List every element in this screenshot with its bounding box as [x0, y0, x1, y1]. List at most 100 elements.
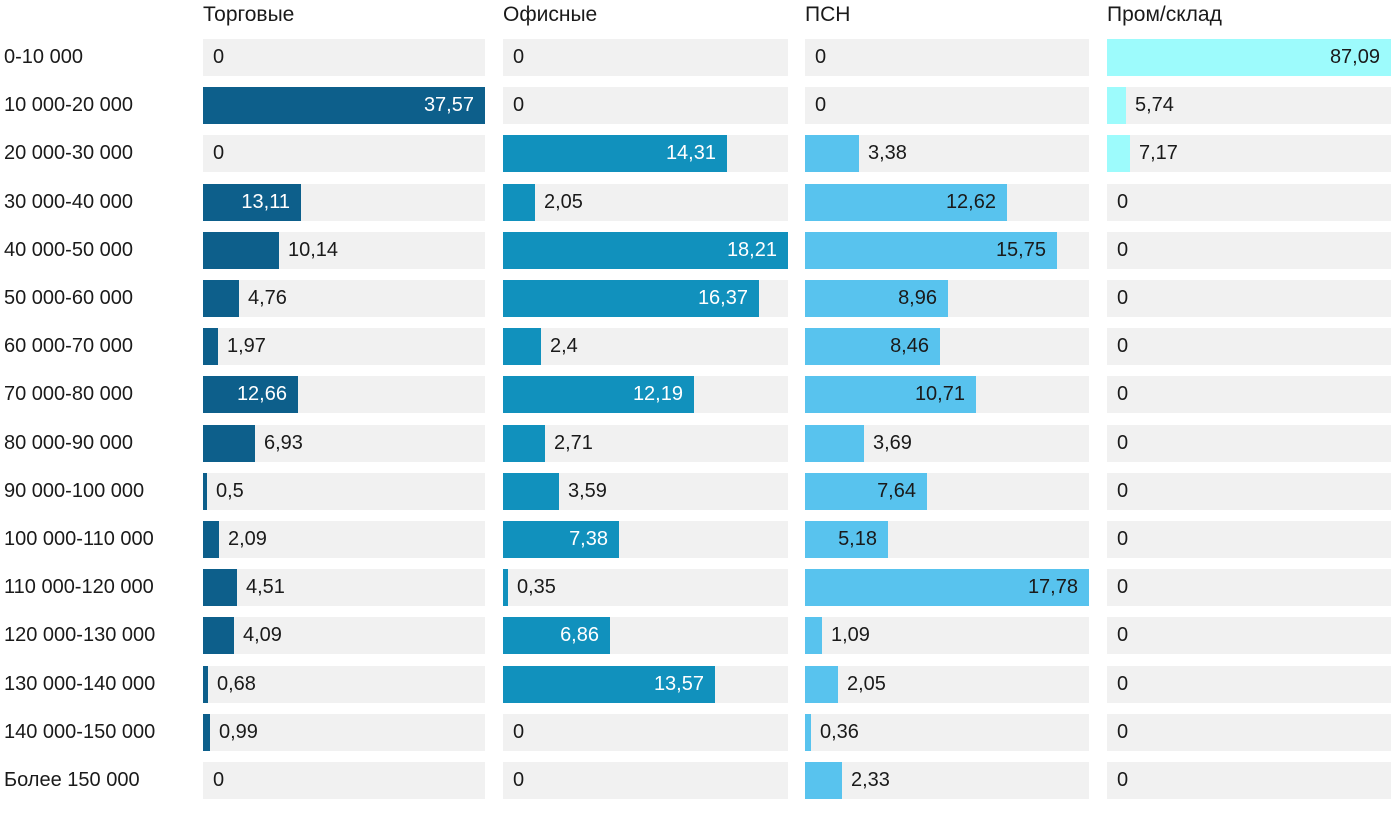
bar	[805, 135, 859, 172]
bar-track: 13,57	[503, 666, 788, 703]
value-label: 0	[1117, 191, 1129, 213]
bar	[203, 184, 301, 221]
category-label: 120 000-130 000	[4, 624, 156, 646]
bar-track: 12,66	[203, 376, 485, 413]
bar	[805, 425, 864, 462]
bar	[503, 617, 610, 654]
bar-track: 4,76	[203, 280, 485, 317]
bar	[805, 328, 940, 365]
value-label: 4,51	[246, 576, 285, 598]
category-label: Более 150 000	[4, 769, 140, 791]
value-label: 0,36	[820, 721, 859, 743]
value-label: 0	[513, 769, 525, 791]
bar-track: 18,21	[503, 232, 788, 269]
bar-track: 0,36	[805, 714, 1089, 751]
bar-track: 6,93	[203, 425, 485, 462]
bar-track: 12,62	[805, 184, 1089, 221]
bar	[1107, 39, 1391, 76]
value-label: 3,59	[568, 480, 607, 502]
value-label: 0	[815, 94, 827, 116]
value-label: 0	[1117, 383, 1129, 405]
bar-track: 1,09	[805, 617, 1089, 654]
bar-track: 5,74	[1107, 87, 1391, 124]
bar	[805, 376, 976, 413]
value-label: 18,21	[726, 239, 777, 261]
value-label: 0,5	[216, 480, 244, 502]
bar	[503, 328, 541, 365]
value-label: 8,96	[898, 287, 937, 309]
bar-track: 0	[1107, 569, 1391, 606]
value-label: 4,76	[248, 287, 287, 309]
bar-track: 0	[203, 135, 485, 172]
bar-track: 7,64	[805, 473, 1089, 510]
bar	[203, 569, 237, 606]
bar	[805, 762, 842, 799]
bar-track: 0	[503, 39, 788, 76]
bar	[805, 714, 811, 751]
value-label: 8,46	[890, 335, 929, 357]
category-label: 80 000-90 000	[4, 432, 134, 454]
value-label: 12,19	[632, 383, 683, 405]
bar-track: 10,14	[203, 232, 485, 269]
bar-track: 0	[1107, 714, 1391, 751]
value-label: 2,71	[554, 432, 593, 454]
value-label: 15,75	[995, 239, 1046, 261]
bar	[203, 376, 298, 413]
bar-track: 5,18	[805, 521, 1089, 558]
value-label: 13,11	[241, 191, 290, 213]
bar-track: 4,51	[203, 569, 485, 606]
bar-track: 16,37	[503, 280, 788, 317]
value-label: 2,05	[847, 673, 886, 695]
value-label: 37,57	[423, 94, 474, 116]
bar-track: 4,09	[203, 617, 485, 654]
value-label: 12,62	[945, 191, 996, 213]
bar-track: 0	[1107, 425, 1391, 462]
bar-track: 12,19	[503, 376, 788, 413]
bar	[203, 87, 485, 124]
value-label: 16,37	[697, 287, 748, 309]
bar-track: 0	[1107, 376, 1391, 413]
bar-track: 0,68	[203, 666, 485, 703]
value-label: 7,64	[877, 480, 916, 502]
bar	[203, 521, 219, 558]
value-label: 6,93	[264, 432, 303, 454]
bar-track: 0	[1107, 762, 1391, 799]
value-label: 0	[1117, 721, 1129, 743]
bar-track: 87,09	[1107, 39, 1391, 76]
bar	[203, 617, 234, 654]
bar-track: 2,33	[805, 762, 1089, 799]
bar	[503, 280, 759, 317]
bar-track: 0	[1107, 328, 1391, 365]
value-label: 0	[815, 46, 827, 68]
value-label: 2,4	[550, 335, 578, 357]
value-label: 0	[1117, 432, 1129, 454]
value-label: 5,74	[1135, 94, 1174, 116]
bar	[1107, 87, 1126, 124]
bar	[203, 473, 207, 510]
bar	[203, 666, 208, 703]
value-label: 0	[1117, 769, 1129, 791]
bar-track: 2,71	[503, 425, 788, 462]
bar	[503, 569, 508, 606]
bar	[203, 714, 210, 751]
category-label: 100 000-110 000	[4, 528, 154, 550]
value-label: 14,31	[665, 142, 716, 164]
category-label: 50 000-60 000	[4, 287, 134, 309]
bar-track: 15,75	[805, 232, 1089, 269]
value-label: 0	[213, 46, 225, 68]
category-label: 0-10 000	[4, 46, 83, 68]
bar-track: 3,69	[805, 425, 1089, 462]
bar-track: 13,11	[203, 184, 485, 221]
category-label: 110 000-120 000	[4, 576, 154, 598]
bar-track: 3,38	[805, 135, 1089, 172]
column-header-ofisnye: Офисные	[503, 3, 598, 26]
bar-track: 1,97	[203, 328, 485, 365]
category-label: 90 000-100 000	[4, 480, 145, 502]
category-label: 70 000-80 000	[4, 383, 134, 405]
value-label: 1,09	[831, 624, 870, 646]
bar	[203, 280, 239, 317]
bar-track: 0	[805, 39, 1089, 76]
category-label: 140 000-150 000	[4, 721, 156, 743]
bar	[503, 521, 619, 558]
